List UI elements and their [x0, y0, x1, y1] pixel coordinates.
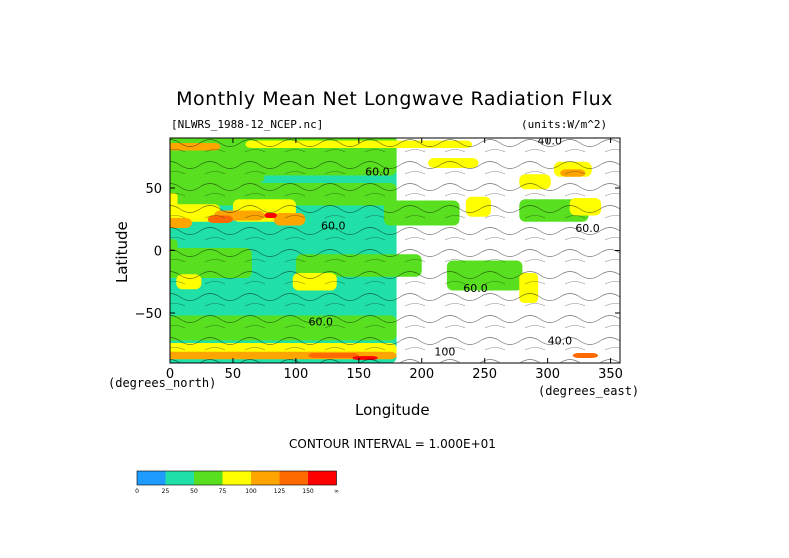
colorbar-frame — [136, 470, 337, 486]
contour-label-5: 60.0 — [308, 316, 333, 329]
contour-labels: 40.0 60.0 60.0 60.0 60.0 60.0 100 40.0 — [308, 134, 600, 359]
colorbar-swatch-6 — [308, 471, 337, 485]
colorbar-swatch-0 — [137, 471, 166, 485]
y-tick-label-2: −50 — [135, 307, 162, 322]
x-tick-label-1: 50 — [225, 367, 242, 382]
x-tick-label-0: 0 — [166, 367, 174, 382]
units-label: (units:W/m^2) — [521, 118, 608, 131]
colorbar-label-3: 75 — [219, 488, 227, 495]
x-tick-label-4: 200 — [409, 367, 434, 382]
contour-label-4: 60.0 — [463, 282, 488, 295]
file-label: [NLWRS_1988-12_NCEP.nc] — [171, 118, 324, 131]
colorbar-label-7: ∞ — [334, 488, 339, 495]
x-axis-label: Longitude — [355, 401, 430, 419]
colorbar-swatch-4 — [251, 471, 280, 485]
x-tick-label-2: 100 — [283, 367, 308, 382]
x-tick-label-5: 250 — [472, 367, 497, 382]
x-tick-label-6: 300 — [535, 367, 560, 382]
y-tick-label-0: 50 — [145, 182, 162, 197]
contour-interval: CONTOUR INTERVAL = 1.000E+01 — [289, 437, 496, 451]
contour-lines — [170, 138, 620, 363]
contour-label-7: 40.0 — [548, 334, 573, 347]
colorbar-label-5: 125 — [274, 488, 286, 495]
colorbar-label-6: 150 — [302, 488, 314, 495]
colorbar: 0 25 50 75 100 125 150 ∞ — [135, 470, 339, 495]
colorbar-label-4: 100 — [245, 488, 257, 495]
colorbar-swatch-5 — [279, 471, 308, 485]
contour-label-1: 60.0 — [365, 166, 390, 179]
colorbar-label-0: 0 — [135, 488, 139, 495]
colorbar-label-1: 25 — [162, 488, 170, 495]
colorbar-swatch-3 — [222, 471, 251, 485]
contour-label-2: 60.0 — [321, 219, 346, 232]
contour-label-0: 40.0 — [538, 134, 563, 147]
colorbar-swatch-2 — [194, 471, 223, 485]
colorbar-swatch-1 — [165, 471, 194, 485]
x-tick-label-7: 350 — [598, 367, 623, 382]
contour-label-6: 100 — [434, 346, 455, 359]
y-unit-label: (degrees_north) — [108, 376, 217, 390]
axis-ticks: 0 50 100 150 200 250 300 350 50 0 −50 — [135, 138, 623, 382]
x-tick-label-3: 150 — [346, 367, 371, 382]
contour-label-3: 60.0 — [575, 222, 600, 235]
colorbar-label-2: 50 — [190, 488, 198, 495]
y-tick-label-1: 0 — [154, 245, 162, 260]
chart-title: Monthly Mean Net Longwave Radiation Flux — [176, 88, 613, 110]
x-unit-label: (degrees_east) — [538, 384, 640, 398]
